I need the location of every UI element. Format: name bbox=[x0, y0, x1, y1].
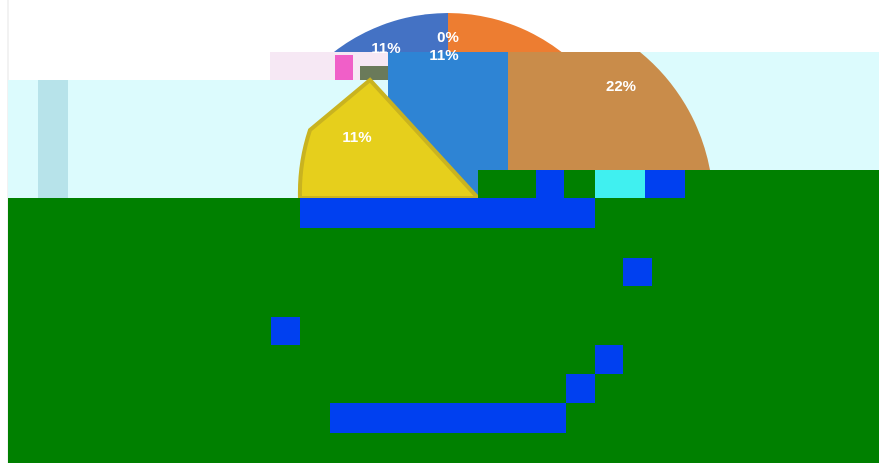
pie-slice-tan bbox=[508, 52, 710, 170]
blue-block bbox=[300, 198, 595, 228]
pie-slice-yellow bbox=[297, 77, 483, 200]
blue-block bbox=[623, 258, 652, 286]
glitch-block bbox=[645, 170, 685, 198]
glitch-block bbox=[595, 170, 645, 198]
blue-block bbox=[566, 374, 595, 403]
overlay-stripe bbox=[38, 80, 68, 198]
glitch-block bbox=[536, 170, 564, 198]
glitch-block bbox=[335, 55, 353, 80]
slice-label: 22% bbox=[606, 78, 636, 95]
slice-label: 0% bbox=[437, 29, 459, 46]
slice-label: 11% bbox=[342, 129, 371, 146]
slice-label: 11% bbox=[371, 40, 400, 57]
blue-block bbox=[271, 317, 300, 345]
glitch-block bbox=[360, 66, 390, 80]
blue-block bbox=[595, 345, 623, 374]
slice-label: 11% bbox=[429, 47, 458, 64]
blue-block bbox=[330, 403, 566, 433]
